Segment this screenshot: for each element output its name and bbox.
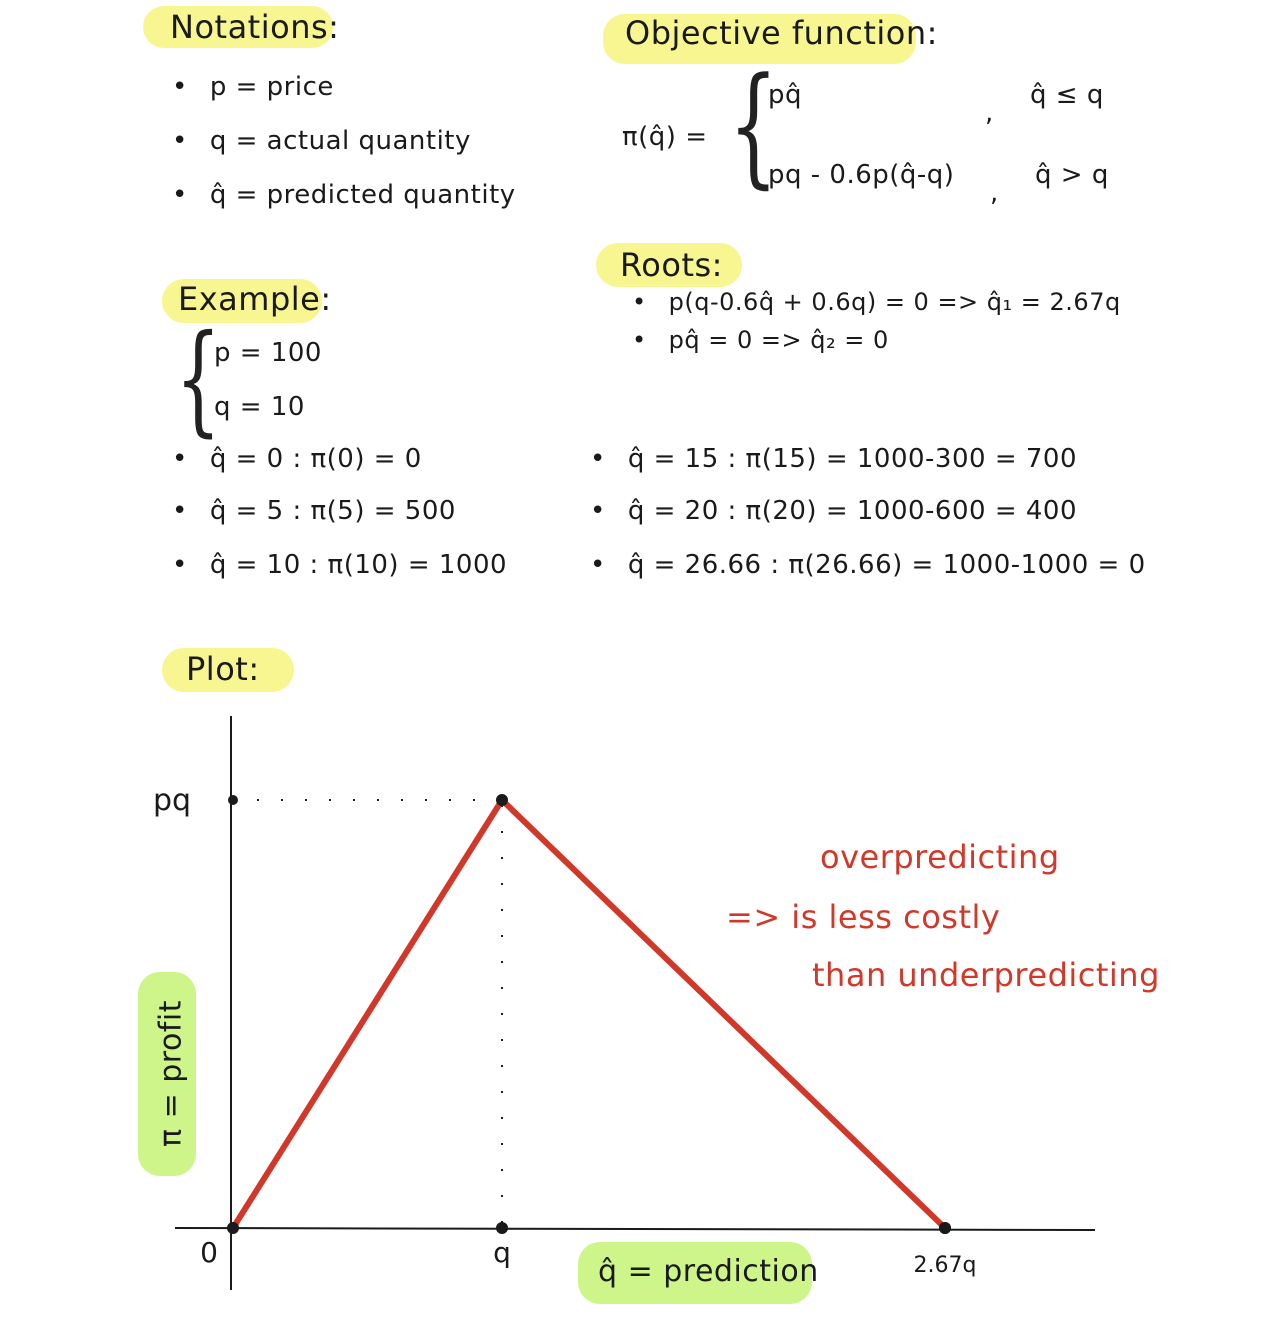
x-axis-tick-dot-3 — [939, 1222, 951, 1234]
objective-case2-expr: pq - 0.6p(q̂-q) — [768, 160, 955, 190]
root-2: pq̂ = 0 => q̂₂ = 0 — [632, 326, 889, 354]
objective-case2-cond: q̂ > q — [1035, 160, 1109, 190]
objective-case1-expr: pq̂ — [768, 80, 803, 110]
example-right-item-3: q̂ = 26.66 : π(26.66) = 1000-1000 = 0 — [590, 550, 1146, 580]
example-brace: { — [175, 310, 222, 449]
notation-actual-quantity: q = actual quantity — [172, 126, 471, 156]
x-tick-label-2: q — [493, 1236, 511, 1269]
root-1: p(q-0.6q̂ + 0.6q) = 0 => q̂₁ = 2.67q — [632, 288, 1121, 316]
notation-predicted-quantity: q̂ = predicted quantity — [172, 180, 516, 210]
objective-heading: Objective function: — [625, 14, 938, 52]
x-axis-label: q̂ = prediction — [598, 1254, 819, 1289]
y-axis-label: π = profit — [153, 1000, 189, 1148]
annotation-line-1: overpredicting — [820, 838, 1060, 876]
x-axis-tick-dot-2 — [496, 1222, 508, 1234]
notation-price: p = price — [172, 72, 334, 102]
objective-case1-cond: q̂ ≤ q — [1030, 80, 1104, 110]
example-right-item-1: q̂ = 15 : π(15) = 1000-300 = 700 — [590, 444, 1077, 474]
example-heading: Example: — [178, 280, 332, 318]
example-right-item-2: q̂ = 20 : π(20) = 1000-600 = 400 — [590, 496, 1077, 526]
notations-heading: Notations: — [170, 8, 340, 46]
y-axis-tick-dot — [228, 795, 238, 805]
example-quantity: q = 10 — [214, 392, 305, 422]
example-left-item-1: q̂ = 0 : π(0) = 0 — [172, 444, 422, 474]
example-left-item-3: q̂ = 10 : π(10) = 1000 — [172, 550, 507, 580]
x-tick-label-3: 2.67q — [914, 1253, 977, 1278]
objective-case1-comma: , — [985, 98, 994, 128]
x-tick-label-1: 0 — [200, 1236, 218, 1269]
roots-heading: Roots: — [620, 246, 723, 284]
plot-heading: Plot: — [186, 650, 260, 688]
data-point-1 — [227, 1222, 239, 1234]
objective-lhs: π(q̂) = — [622, 122, 708, 152]
example-left-item-2: q̂ = 5 : π(5) = 500 — [172, 496, 456, 526]
data-point-2 — [496, 794, 508, 806]
example-price: p = 100 — [214, 338, 322, 368]
objective-case2-comma: , — [990, 178, 999, 208]
annotation-line-3: than underpredicting — [812, 956, 1160, 994]
y-tick-label-1: pq — [153, 783, 191, 818]
x-axis — [174, 1227, 1096, 1231]
objective-brace: { — [728, 49, 779, 201]
annotation-line-2: => is less costly — [726, 898, 1001, 936]
